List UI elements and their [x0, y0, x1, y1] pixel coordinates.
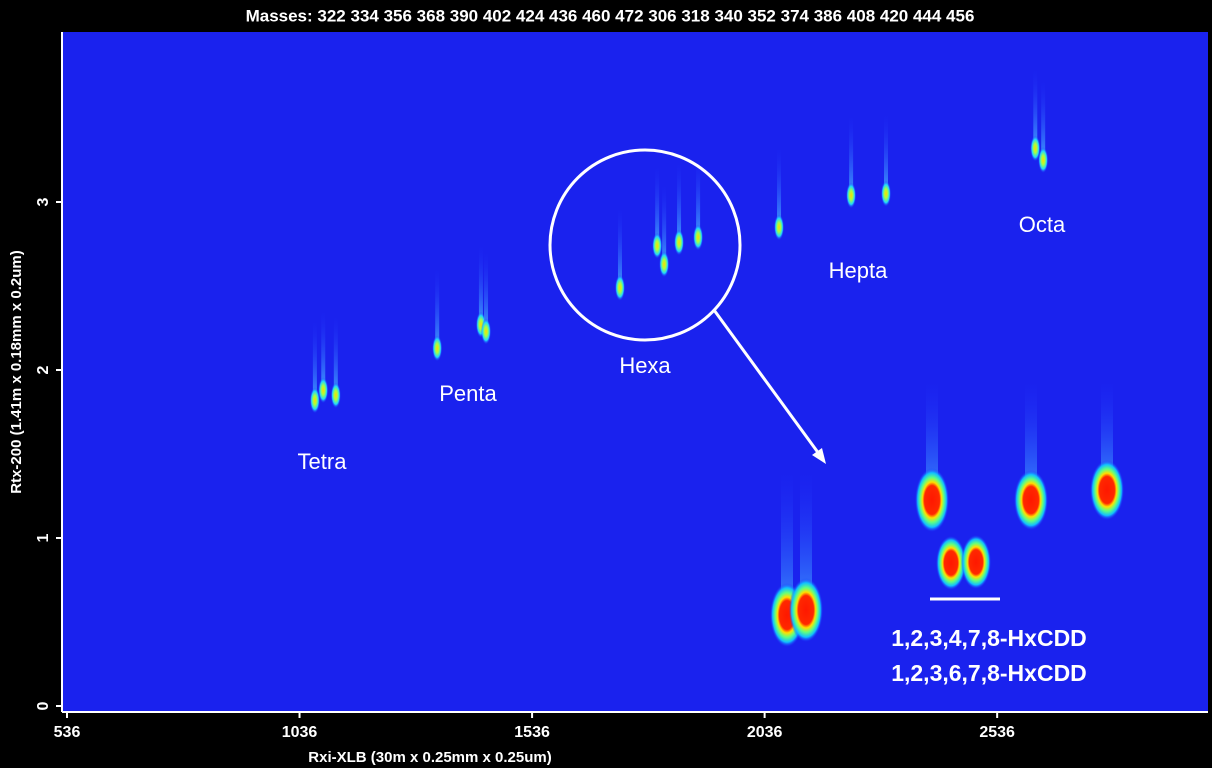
- peak: [1038, 147, 1049, 173]
- peak-tail: [1041, 80, 1046, 152]
- plot-area: [62, 32, 1208, 712]
- chart-title: Masses: 322 334 356 368 390 402 424 436 …: [246, 6, 975, 25]
- peak: [659, 251, 670, 278]
- streak: [926, 380, 938, 495]
- inset-peak: [961, 535, 991, 589]
- annotation: Tetra: [298, 449, 348, 474]
- streak: [800, 470, 812, 605]
- peak-tail: [777, 147, 782, 220]
- streak: [1101, 380, 1113, 485]
- peak-tail: [662, 184, 667, 257]
- peaks: [309, 68, 1049, 414]
- x-axis-label: Rxi-XLB (30m x 0.25mm x 0.25um): [308, 749, 551, 766]
- peak-tail: [435, 268, 440, 341]
- annotation: 1,2,3,4,7,8-HxCDD: [891, 625, 1087, 651]
- peak-tail: [484, 251, 489, 324]
- y-tick-label: 1: [35, 533, 52, 542]
- annotation: Octa: [1019, 212, 1066, 237]
- peak-tail: [321, 310, 326, 383]
- y-tick-label: 0: [35, 701, 52, 710]
- y-axis-label: Rtx-200 (1.41m x 0.18mm x 0.2um): [8, 250, 25, 493]
- annotation: Penta: [439, 381, 497, 406]
- x-tick-label: 1036: [282, 724, 318, 741]
- peak-tail: [884, 113, 889, 186]
- annotation: Hexa: [619, 353, 671, 378]
- peak: [1030, 135, 1041, 162]
- x-tick-label: 2036: [747, 724, 783, 741]
- peak: [881, 180, 892, 207]
- x-tick-label: 1536: [514, 724, 550, 741]
- peak: [614, 274, 625, 301]
- peak: [693, 224, 704, 251]
- peak: [481, 318, 492, 345]
- peak: [846, 182, 857, 209]
- peak-tail: [333, 315, 338, 388]
- peak: [674, 229, 685, 256]
- peak-tail: [312, 320, 317, 393]
- x-tick-label: 2536: [979, 724, 1015, 741]
- peak: [309, 387, 320, 414]
- inset-peak: [1090, 460, 1124, 520]
- inset-peak: [936, 536, 966, 590]
- peak-tail: [849, 115, 854, 188]
- peak: [774, 214, 785, 241]
- peak-tail: [677, 162, 682, 235]
- peak-tail: [696, 157, 701, 230]
- annotation: Hepta: [829, 258, 888, 283]
- x-tick-label: 536: [54, 724, 81, 741]
- peak-tail: [617, 207, 622, 280]
- y-tick-label: 3: [35, 197, 52, 206]
- peak: [432, 335, 443, 362]
- inset-peak: [1014, 470, 1048, 530]
- inset-peak: [789, 578, 823, 642]
- highlight-circle: [548, 148, 742, 342]
- streak: [1025, 380, 1037, 495]
- peak-tail: [478, 244, 483, 317]
- peak-tail: [655, 165, 660, 238]
- inset: [770, 380, 1124, 647]
- peak-tail: [1033, 68, 1038, 141]
- streak: [781, 470, 793, 610]
- peak: [330, 382, 341, 409]
- arrow: [712, 309, 824, 459]
- inset-peak: [915, 468, 949, 532]
- arrow-head: [812, 448, 826, 464]
- annotation: 1,2,3,6,7,8-HxCDD: [891, 660, 1087, 686]
- y-tick-label: 2: [35, 365, 52, 374]
- peak: [318, 377, 329, 404]
- peak: [652, 232, 663, 259]
